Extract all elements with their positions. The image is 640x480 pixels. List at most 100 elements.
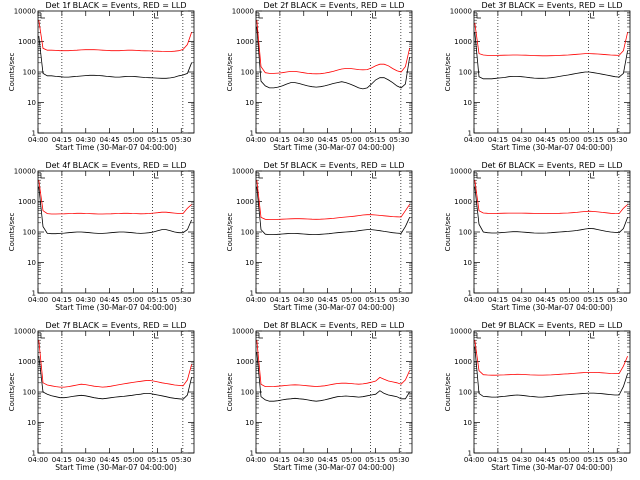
y-axis-label: Counts/sec — [444, 373, 452, 412]
events-series-line — [256, 352, 410, 402]
x-tick-label: 04:30 — [294, 456, 314, 464]
x-tick-label: 05:15 — [583, 136, 603, 144]
x-tick-label: 05:15 — [147, 296, 167, 304]
x-tick-label: 04:30 — [76, 456, 96, 464]
y-tick-label: 10000 — [450, 8, 472, 16]
y-tick-label: 1000 — [236, 358, 254, 366]
y-tick-label: 1000 — [454, 358, 472, 366]
lld-series-line — [474, 23, 628, 57]
x-tick-label: 04:30 — [76, 296, 96, 304]
bracket-marker-end — [590, 13, 595, 19]
x-tick-label: 05:15 — [583, 456, 603, 464]
x-axis-label: Start Time (30-Mar-07 04:00:00) — [491, 143, 613, 152]
y-tick-label: 10000 — [232, 168, 254, 176]
x-tick-label: 04:45 — [318, 296, 338, 304]
y-tick-label: 100 — [23, 389, 36, 397]
y-axis-label: Counts/sec — [8, 213, 16, 252]
y-tick-label: 1 — [468, 450, 472, 458]
chart-title: Det 2f BLACK = Events, RED = LLD — [263, 1, 404, 10]
y-tick-label: 1000 — [454, 198, 472, 206]
plot-frame — [473, 330, 631, 454]
y-tick-label: 10 — [245, 259, 254, 267]
lld-series-line — [38, 180, 192, 215]
x-tick-label: 05:00 — [123, 296, 143, 304]
detector-panel: Det 2f BLACK = Events, RED = LLD 04:00 04:… — [226, 1, 413, 152]
y-tick-label: 1000 — [236, 198, 254, 206]
y-tick-label: 1000 — [18, 198, 36, 206]
x-tick-label: 04:15 — [52, 456, 72, 464]
x-tick-label: 05:30 — [389, 456, 409, 464]
bracket-marker-end — [372, 173, 377, 179]
y-tick-label: 10 — [27, 99, 36, 107]
y-axis-label: Counts/sec — [8, 53, 16, 92]
bracket-marker-start — [476, 173, 481, 179]
chart-title: Det 5f BLACK = Events, RED = LLD — [263, 161, 404, 170]
plot-frame — [37, 10, 195, 134]
chart-title: Det 8f BLACK = Events, RED = LLD — [263, 321, 404, 330]
x-tick-label: 05:30 — [389, 296, 409, 304]
y-tick-label: 1000 — [236, 38, 254, 46]
x-tick-label: 05:30 — [171, 136, 191, 144]
detector-panel: Det 8f BLACK = Events, RED = LLD 04:00 04:… — [226, 321, 413, 472]
x-tick-label: 04:45 — [100, 136, 120, 144]
x-tick-label: 05:00 — [559, 456, 579, 464]
bracket-marker-end — [154, 13, 159, 19]
x-tick-label: 05:00 — [559, 296, 579, 304]
x-tick-label: 05:30 — [607, 136, 627, 144]
lld-series-line — [256, 20, 410, 75]
x-tick-label: 05:15 — [147, 456, 167, 464]
x-tick-label: 04:15 — [52, 136, 72, 144]
y-tick-label: 10000 — [14, 168, 36, 176]
y-tick-label: 100 — [241, 69, 254, 77]
x-tick-label: 04:00 — [246, 456, 266, 464]
detector-panel: Det 9f BLACK = Events, RED = LLD 04:00 04:… — [444, 321, 631, 472]
x-tick-label: 05:15 — [365, 456, 385, 464]
y-tick-label: 10000 — [232, 8, 254, 16]
bracket-marker-start — [40, 13, 45, 19]
y-tick-label: 100 — [459, 69, 472, 77]
y-tick-label: 10000 — [14, 328, 36, 336]
x-tick-label: 04:00 — [464, 296, 484, 304]
bracket-marker-start — [40, 333, 45, 339]
y-tick-label: 1 — [32, 450, 36, 458]
bracket-marker-end — [372, 13, 377, 19]
x-axis-label: Start Time (30-Mar-07 04:00:00) — [55, 463, 177, 472]
x-tick-label: 04:45 — [100, 456, 120, 464]
y-tick-label: 100 — [241, 389, 254, 397]
x-axis-label: Start Time (30-Mar-07 04:00:00) — [273, 463, 395, 472]
x-axis-label: Start Time (30-Mar-07 04:00:00) — [491, 463, 613, 472]
x-tick-label: 05:15 — [147, 136, 167, 144]
bracket-marker-end — [590, 173, 595, 179]
x-tick-label: 05:30 — [607, 296, 627, 304]
x-tick-label: 04:00 — [28, 456, 48, 464]
chart-title: Det 6f BLACK = Events, RED = LLD — [481, 161, 622, 170]
y-tick-label: 100 — [23, 229, 36, 237]
chart-title: Det 4f BLACK = Events, RED = LLD — [45, 161, 186, 170]
events-series-line — [474, 32, 628, 80]
x-tick-label: 04:15 — [488, 456, 508, 464]
y-tick-label: 10 — [245, 99, 254, 107]
y-tick-label: 1 — [32, 130, 36, 138]
x-tick-label: 04:45 — [318, 456, 338, 464]
x-tick-label: 05:30 — [171, 456, 191, 464]
y-tick-label: 10000 — [232, 328, 254, 336]
detector-panel: Det 3f BLACK = Events, RED = LLD 04:00 04:… — [444, 1, 631, 152]
bracket-marker-end — [154, 333, 159, 339]
plot-frame — [255, 330, 413, 454]
y-axis-label: Counts/sec — [444, 53, 452, 92]
x-tick-label: 04:45 — [318, 136, 338, 144]
x-axis-label: Start Time (30-Mar-07 04:00:00) — [273, 303, 395, 312]
detector-panel: Det 6f BLACK = Events, RED = LLD 04:00 04:… — [444, 161, 631, 312]
x-axis-label: Start Time (30-Mar-07 04:00:00) — [55, 303, 177, 312]
x-tick-label: 05:15 — [583, 296, 603, 304]
x-tick-label: 04:15 — [488, 296, 508, 304]
y-tick-label: 1 — [32, 290, 36, 298]
chart-title: Det 1f BLACK = Events, RED = LLD — [45, 1, 186, 10]
y-tick-label: 1 — [250, 450, 254, 458]
x-tick-label: 05:00 — [123, 136, 143, 144]
y-tick-label: 10 — [245, 419, 254, 427]
lld-series-line — [38, 340, 192, 388]
events-series-line — [474, 186, 628, 234]
x-tick-label: 05:30 — [389, 136, 409, 144]
